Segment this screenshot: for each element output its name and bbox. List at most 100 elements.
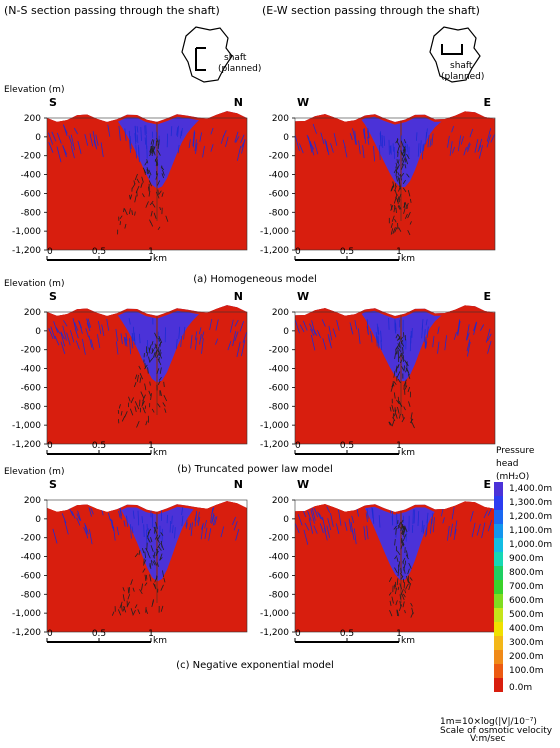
y-tick-label: 200	[272, 496, 289, 506]
legend-swatch	[494, 636, 503, 650]
y-tick-label: -600	[21, 383, 42, 393]
y-tick-label: -600	[21, 189, 42, 199]
x-tick-label: 0	[47, 247, 53, 257]
x-tick-label: 0	[295, 247, 301, 257]
direction-left: W	[297, 290, 309, 303]
legend-level-label: 1,200.0m	[509, 512, 552, 522]
x-tick-label: 0.5	[340, 247, 354, 257]
legend-level-label: 400.0m	[509, 624, 544, 634]
legend-level-label: 900.0m	[509, 554, 544, 564]
legend-level-label: 100.0m	[509, 666, 544, 676]
y-tick-label: 0	[35, 133, 41, 143]
y-tick-label: -600	[269, 189, 290, 199]
pressure-head-legend: Pressure head (mH₂O) 1,400.0m1,300.0m1,2…	[494, 446, 552, 693]
y-tick-label: -1,200	[12, 440, 41, 450]
direction-right: E	[483, 96, 491, 109]
pressure-field	[293, 490, 497, 636]
ns-section-title: (N-S section passing through the shaft)	[4, 4, 220, 17]
y-tick-label: 200	[24, 496, 41, 506]
pressure-field	[45, 302, 249, 448]
ew-shaft-label: shaft	[450, 61, 473, 71]
direction-left: S	[49, 96, 57, 109]
y-tick-label: 200	[24, 308, 41, 318]
section-plot-2-ns: 2000-200-400-600-800-1,000-1,200Elevatio…	[4, 279, 249, 458]
direction-left: W	[297, 478, 309, 491]
direction-right: N	[234, 96, 243, 109]
y-tick-label: -800	[21, 590, 42, 600]
y-tick-label: 200	[272, 308, 289, 318]
y-tick-label: -800	[269, 208, 290, 218]
direction-left: W	[297, 96, 309, 109]
legend-swatch	[494, 566, 503, 580]
legend-swatch	[494, 552, 503, 566]
y-tick-label: -200	[21, 534, 42, 544]
model-caption: (a) Homogeneous model	[193, 274, 317, 285]
legend-level-label: 500.0m	[509, 610, 544, 620]
legend-swatch	[494, 678, 503, 692]
y-axis-label: Elevation (m)	[4, 467, 64, 477]
x-axis-unit: km	[401, 254, 415, 264]
y-tick-label: 200	[272, 114, 289, 124]
legend-level-label: 200.0m	[509, 652, 544, 662]
y-tick-label: -600	[21, 571, 42, 581]
legend-swatch	[494, 650, 503, 664]
legend-level-label: 1,100.0m	[509, 526, 552, 536]
direction-right: N	[234, 290, 243, 303]
y-tick-label: 200	[24, 114, 41, 124]
velocity-scale-formula: 1m=10×log(|V|/10⁻⁷)	[440, 717, 537, 727]
legend-level-label: 600.0m	[509, 596, 544, 606]
y-tick-label: -400	[21, 171, 42, 181]
direction-right: N	[234, 478, 243, 491]
y-tick-label: -1,000	[12, 227, 41, 237]
section-plot-3-ns: 2000-200-400-600-800-1,000-1,200Elevatio…	[4, 467, 249, 646]
ns-shaft-label: shaft	[224, 53, 247, 63]
legend-level-label: 1,400.0m	[509, 484, 552, 494]
legend-level-label: 1,000.0m	[509, 540, 552, 550]
legend-swatch	[494, 496, 503, 510]
legend-level-label: 300.0m	[509, 638, 544, 648]
y-tick-label: -200	[269, 534, 290, 544]
y-tick-label: 0	[283, 327, 289, 337]
y-axis-label: Elevation (m)	[4, 85, 64, 95]
section-plot-1-ns: 2000-200-400-600-800-1,000-1,200Elevatio…	[4, 85, 249, 264]
pressure-field	[293, 302, 497, 448]
y-tick-label: -1,000	[260, 421, 289, 431]
y-tick-label: -400	[269, 553, 290, 563]
y-tick-label: -400	[269, 365, 290, 375]
y-tick-label: -200	[21, 152, 42, 162]
x-axis-unit: km	[153, 636, 167, 646]
legend-title-1: Pressure	[496, 446, 535, 456]
y-tick-label: 0	[283, 515, 289, 525]
ew-section-title: (E-W section passing through the shaft)	[262, 4, 480, 17]
y-tick-label: -800	[269, 402, 290, 412]
x-axis-unit: km	[401, 636, 415, 646]
y-tick-label: -1,200	[12, 628, 41, 638]
y-tick-label: -800	[269, 590, 290, 600]
legend-swatch	[494, 482, 503, 496]
model-caption: (b) Truncated power law model	[177, 464, 332, 475]
x-tick-label: 0.5	[340, 441, 354, 451]
y-tick-label: -800	[21, 208, 42, 218]
legend-level-label: 0.0m	[509, 683, 532, 693]
pressure-field	[45, 108, 249, 254]
x-tick-label: 0.5	[340, 629, 354, 639]
x-axis-unit: km	[401, 448, 415, 458]
ns-site-inset: shaft (planned)	[182, 27, 261, 82]
y-tick-label: 0	[35, 327, 41, 337]
legend-level-label: 700.0m	[509, 582, 544, 592]
legend-swatch	[494, 580, 503, 594]
legend-swatch	[494, 538, 503, 552]
legend-swatch	[494, 664, 503, 678]
y-tick-label: -200	[269, 346, 290, 356]
y-tick-label: -200	[269, 152, 290, 162]
pressure-field	[45, 490, 249, 636]
velocity-scale-units: V:m/sec	[470, 734, 505, 744]
y-tick-label: 0	[35, 515, 41, 525]
legend-swatch	[494, 594, 503, 608]
x-tick-label: 0.5	[92, 247, 106, 257]
x-tick-label: 0.5	[92, 629, 106, 639]
